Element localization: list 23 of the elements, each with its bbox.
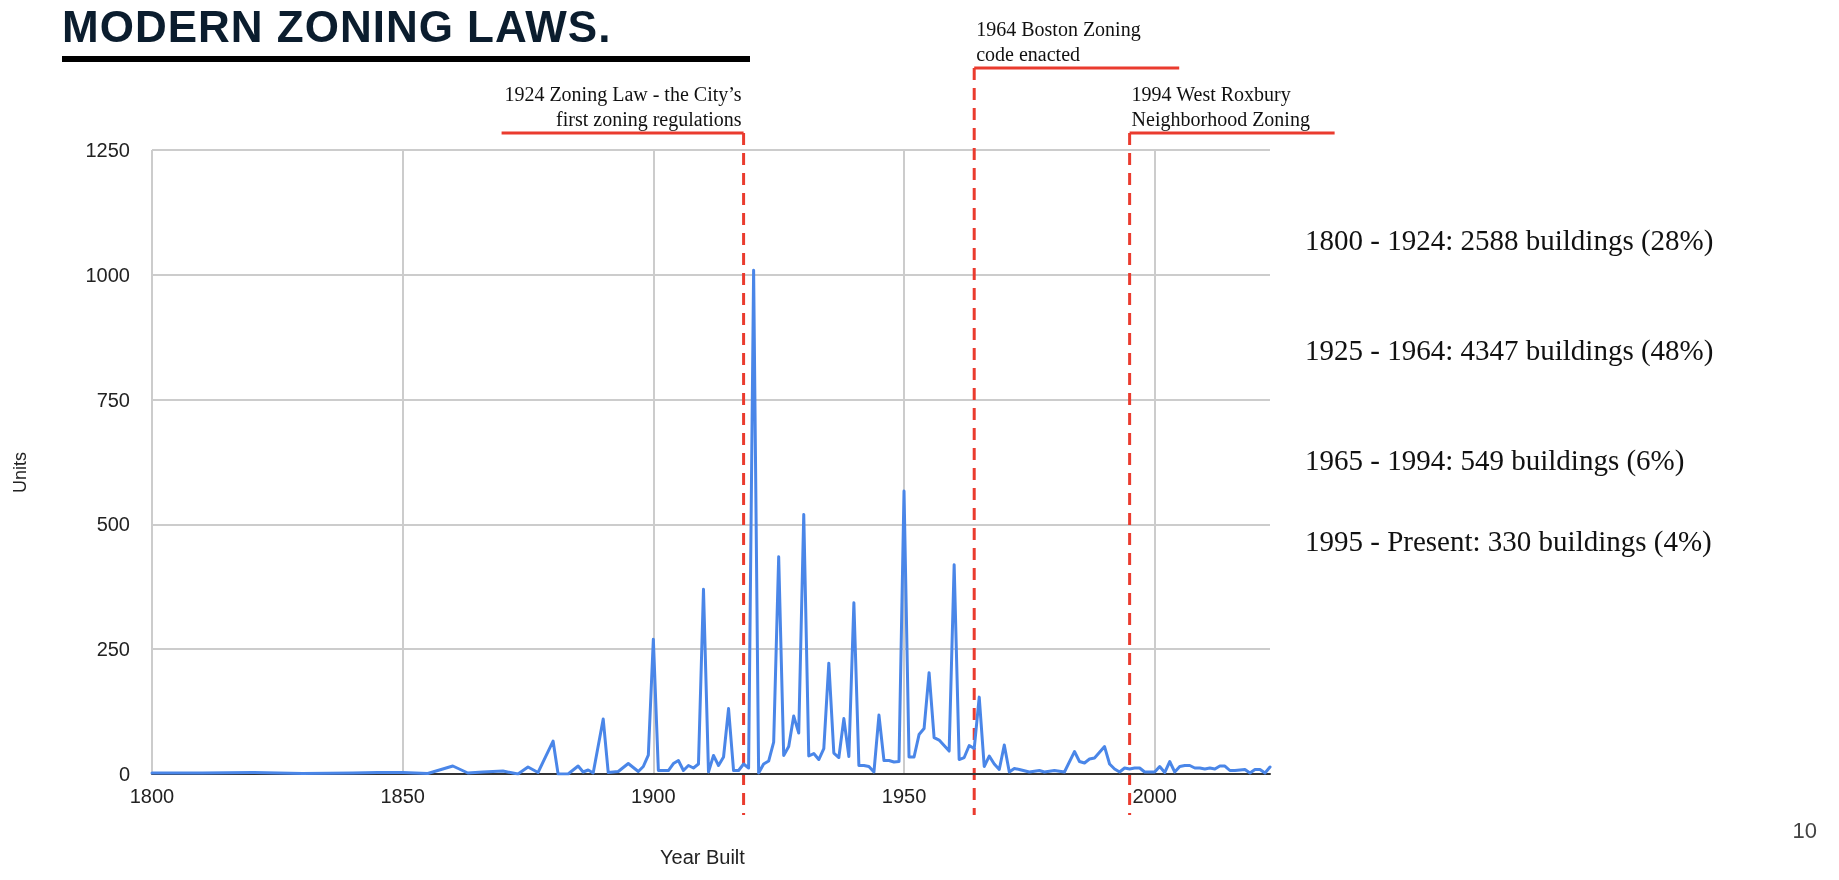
y-tick-label: 500 [96, 513, 130, 536]
y-tick-label: 250 [96, 638, 130, 661]
x-axis-title: Year Built [660, 846, 745, 869]
chart-title: MODERN ZONING LAWS. [62, 2, 612, 52]
text: 10 [1792, 818, 1817, 844]
x-tick-label: 2000 [1132, 785, 1177, 807]
x-tick-label: 1800 [129, 785, 175, 807]
text: 1800 - 1924: 2588 buildings (28%) [1305, 223, 1715, 258]
text: 1925 - 1964: 4347 buildings (48%) [1305, 333, 1715, 368]
x-tick-label: 1900 [631, 785, 676, 807]
line-series [150, 268, 1272, 776]
y-axis-title: Units [10, 451, 31, 494]
x-tick-label: 1850 [380, 785, 425, 807]
y-tick-label: 750 [96, 388, 130, 411]
text: 1965 - 1994: 549 buildings (6%) [1305, 443, 1686, 478]
y-tick-label: 1250 [85, 139, 130, 161]
ref-line-label: 1964 Boston Zoning code enacted [976, 17, 1141, 67]
x-tick-label: 1950 [881, 785, 927, 807]
y-tick-label: 0 [118, 763, 130, 785]
ref-line-label: 1924 Zoning Law - the City’s first zoning regulations [504, 82, 742, 132]
y-tick-label: 1000 [85, 263, 130, 286]
text: 1995 - Present: 330 buildings (4%) [1305, 524, 1713, 559]
ref-line-label: 1994 West Roxbury Neighborhood Zoning [1131, 82, 1310, 132]
